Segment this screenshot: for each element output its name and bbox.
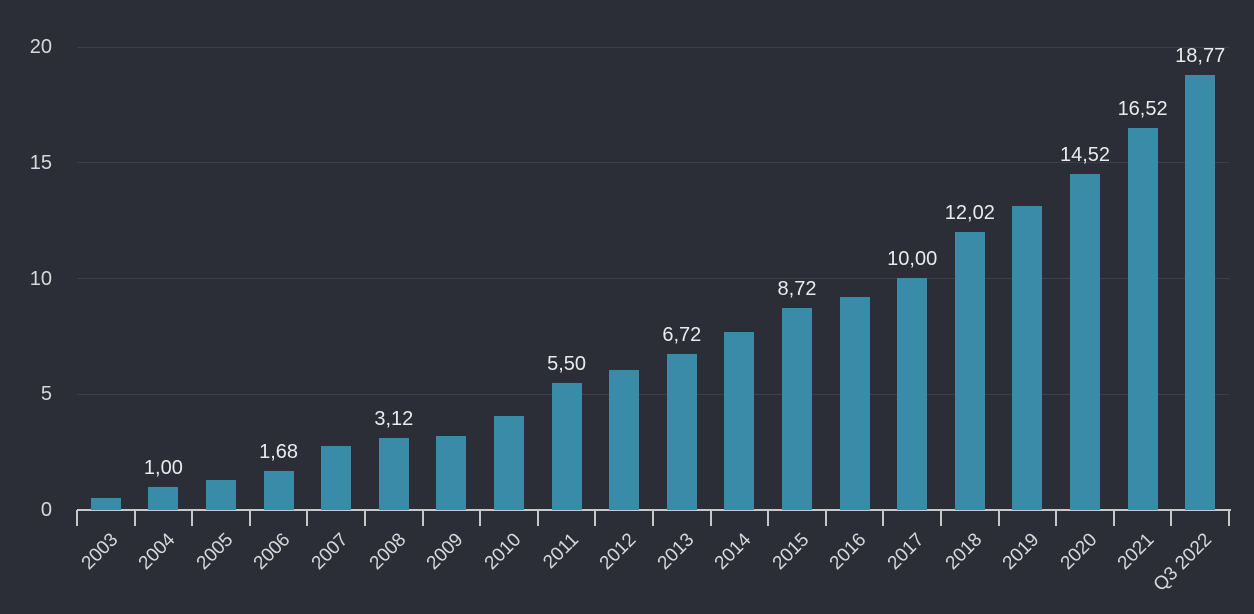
bar-value-label: 10,00 — [887, 248, 938, 270]
x-axis-category-label: 2006 — [250, 529, 295, 575]
x-axis-category-label: 2019 — [998, 529, 1044, 575]
bar — [840, 297, 870, 510]
x-axis-category-label: 2010 — [480, 529, 526, 575]
bar — [379, 438, 409, 510]
x-axis-category-label: Q3 2022 — [1149, 529, 1217, 596]
x-axis-tick — [133, 510, 136, 526]
bar-value-label: 1,00 — [143, 457, 183, 479]
x-axis-tick — [997, 510, 1000, 526]
x-axis-category-label: 2017 — [883, 529, 929, 575]
x-axis-category-label: 2009 — [422, 529, 468, 575]
x-axis-category-label: 2021 — [1114, 529, 1159, 575]
bar-value-label: 12,02 — [944, 202, 995, 224]
y-axis-tick-label: 10 — [29, 267, 52, 290]
x-axis-tick — [421, 510, 424, 526]
bar — [1128, 128, 1158, 510]
y-axis-tick-label: 0 — [40, 499, 52, 521]
x-axis-category-label: 2020 — [1056, 529, 1102, 575]
x-axis-category-label: 2008 — [365, 529, 410, 575]
gridline — [77, 46, 1229, 48]
bar-value-label: 16,52 — [1117, 98, 1168, 120]
y-axis-tick-label: 5 — [40, 383, 52, 406]
bar — [897, 278, 927, 510]
bar — [264, 471, 294, 510]
x-axis-category-label: 2007 — [307, 529, 353, 575]
bar — [667, 354, 697, 510]
x-axis-category-label: 2016 — [826, 529, 871, 575]
x-axis-category-label: 2013 — [653, 529, 698, 575]
bar-value-label: 3,12 — [374, 408, 414, 430]
x-axis-tick — [1170, 510, 1173, 526]
x-axis-category-label: 2011 — [539, 529, 583, 574]
x-axis-tick — [767, 510, 770, 526]
bar — [1185, 75, 1215, 510]
bar-value-label: 1,68 — [259, 441, 299, 463]
x-axis-tick — [191, 510, 194, 526]
x-axis-tick — [479, 510, 482, 526]
x-axis-tick — [652, 510, 654, 526]
bar — [955, 232, 985, 510]
x-axis-tick — [306, 510, 309, 526]
bar-value-label: 14,52 — [1059, 144, 1111, 166]
x-axis-category-label: 2003 — [77, 529, 122, 575]
bar — [436, 436, 466, 510]
x-axis-category-label: 2014 — [710, 529, 756, 575]
x-axis-tick — [1055, 510, 1058, 526]
x-axis-tick — [709, 510, 712, 526]
bar — [321, 446, 351, 510]
y-axis-tick-label: 20 — [29, 36, 52, 58]
x-axis-tick — [364, 510, 366, 526]
bar — [1012, 206, 1042, 510]
x-axis-category-label: 2015 — [768, 529, 814, 575]
x-axis-tick — [76, 510, 78, 526]
x-axis-tick — [536, 510, 539, 526]
bar — [1070, 174, 1100, 510]
x-axis-category-label: 2012 — [595, 529, 641, 575]
gridline — [77, 278, 1229, 279]
x-axis-tick — [882, 510, 885, 526]
x-axis-tick — [940, 510, 942, 526]
gridline — [77, 393, 1229, 395]
x-axis-tick — [248, 510, 251, 526]
bar — [91, 498, 121, 510]
bar-value-label: 8,72 — [777, 278, 817, 300]
x-axis-tick — [594, 510, 597, 526]
x-axis-category-label: 2018 — [941, 529, 986, 575]
x-axis-category-label: 2005 — [192, 529, 238, 575]
x-axis-category-label: 2004 — [134, 529, 180, 575]
x-axis-tick — [1228, 510, 1230, 526]
gridline — [77, 162, 1229, 164]
bar — [724, 332, 754, 510]
x-axis-line — [77, 509, 1231, 511]
bar — [609, 370, 639, 510]
bar — [494, 416, 524, 510]
bar — [782, 308, 812, 510]
bar — [148, 487, 178, 510]
bar — [206, 480, 236, 510]
bar-value-label: 18,77 — [1175, 45, 1226, 67]
bar — [552, 383, 582, 510]
bar-value-label: 5,50 — [547, 353, 587, 375]
bar-value-label: 6,72 — [662, 324, 702, 346]
y-axis-tick-label: 15 — [29, 151, 52, 174]
x-axis-tick — [824, 510, 827, 526]
x-axis-tick — [1112, 510, 1115, 526]
